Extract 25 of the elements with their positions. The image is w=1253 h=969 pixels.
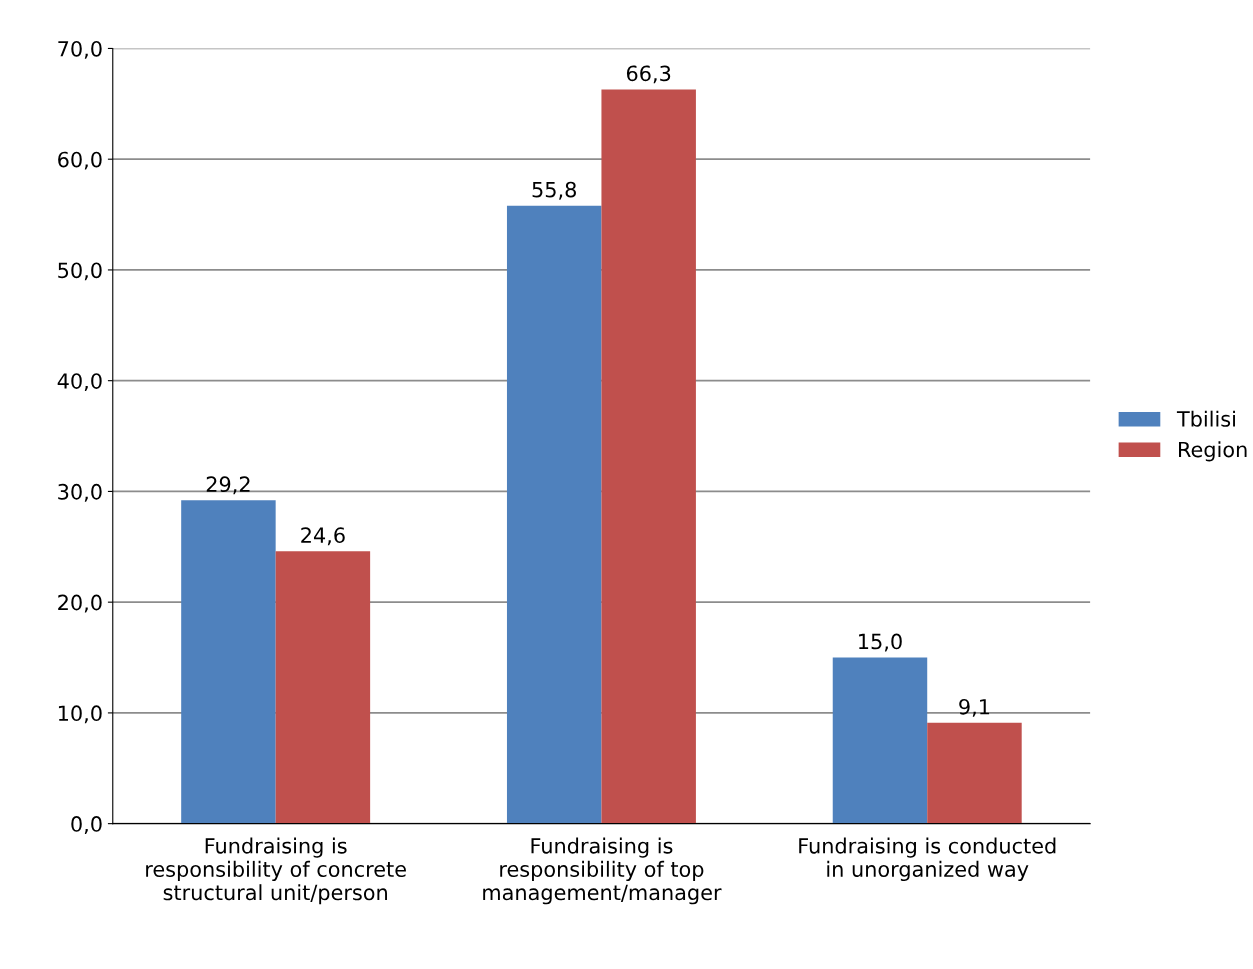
data-label: 15,0: [859, 633, 902, 652]
y-tick-label: 10,0: [58, 705, 102, 724]
data-label: 24,6: [301, 527, 345, 546]
y-tick-label: 30,0: [58, 483, 102, 502]
y-tick-label: 20,0: [58, 594, 102, 613]
y-tick-label: 0,0: [71, 816, 102, 834]
x-tick-label: Fundraising is responsibility of top management/manager: [483, 837, 722, 905]
y-tick-label: 70,0: [58, 40, 102, 59]
bar: [506, 205, 602, 824]
bar: [927, 722, 1022, 824]
legend-label: Region: [1179, 441, 1247, 462]
data-label: 55,8: [532, 181, 576, 200]
data-label: 9,1: [959, 698, 990, 717]
x-tick-label: Fundraising is conducted in unorganized way: [799, 837, 1056, 882]
data-label: 66,3: [626, 65, 671, 84]
bar: [832, 657, 928, 824]
data-label: 29,2: [206, 476, 250, 495]
y-tick-label: 60,0: [58, 151, 102, 170]
legend-label: Tbilisi: [1176, 410, 1235, 427]
bar: [181, 500, 276, 824]
y-tick-label: 40,0: [57, 373, 102, 392]
y-tick-label: 50,0: [58, 262, 102, 281]
bar: [601, 89, 696, 824]
x-tick-label: Fundraising is responsibility of concrete structural unit/person: [146, 837, 406, 905]
bar: [275, 551, 371, 824]
